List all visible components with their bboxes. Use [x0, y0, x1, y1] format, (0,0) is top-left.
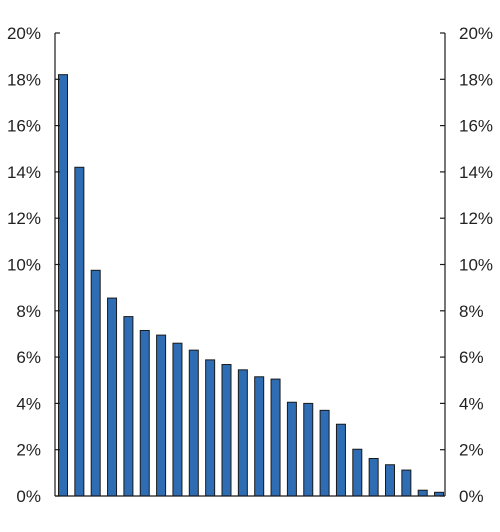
left-tick-label: 10% [7, 256, 41, 275]
right-tick-label: 8% [459, 302, 484, 321]
left-tick-label: 20% [7, 24, 41, 43]
left-tick-label: 0% [16, 487, 41, 506]
bars-group [58, 74, 445, 497]
bar-5 [123, 316, 134, 497]
left-tick-label: 18% [7, 70, 41, 89]
right-tick-label: 6% [459, 348, 484, 367]
bar-7 [156, 334, 167, 497]
bar-16 [303, 402, 314, 497]
bar-3 [90, 269, 101, 497]
right-tick-label: 14% [459, 163, 493, 182]
left-tick-label: 2% [16, 441, 41, 460]
right-tick-label: 16% [459, 117, 493, 136]
right-y-axis: 0% 2% 4% 6% 8% 10% 12% 14% 16% 18% 20% [440, 24, 493, 506]
right-tick-label: 12% [459, 209, 493, 228]
bar-10 [205, 359, 216, 497]
left-tick-label: 6% [16, 348, 41, 367]
bar-13 [254, 376, 265, 497]
bar-6 [139, 329, 150, 497]
bar-21 [385, 464, 395, 497]
bar-12 [237, 369, 248, 497]
left-y-axis: 0% 2% 4% 6% 8% 10% 12% 14% 16% 18% 20% [7, 24, 60, 506]
left-tick-label: 14% [7, 163, 41, 182]
bar-4 [107, 297, 118, 497]
right-tick-label: 20% [459, 24, 493, 43]
bar-11 [221, 364, 232, 497]
right-tick-label: 18% [459, 70, 493, 89]
right-tick-label: 4% [459, 394, 484, 413]
left-tick-label: 16% [7, 117, 41, 136]
bar-23 [417, 489, 428, 497]
bar-15 [286, 401, 297, 497]
bar-18 [335, 423, 346, 497]
bar-14 [270, 378, 281, 497]
bar-19 [352, 448, 363, 497]
bar-8 [172, 342, 183, 497]
right-tick-label: 10% [459, 256, 493, 275]
bar-2 [74, 166, 85, 497]
right-tick-label: 2% [459, 441, 484, 460]
bar-20 [368, 457, 379, 497]
bar-17 [319, 409, 330, 497]
left-tick-label: 12% [7, 209, 41, 228]
left-tick-label: 4% [16, 394, 41, 413]
right-tick-label: 0% [459, 487, 484, 506]
bar-1 [58, 74, 68, 497]
bar-22 [401, 469, 412, 497]
bar-9 [188, 349, 199, 497]
left-tick-label: 8% [16, 302, 41, 321]
